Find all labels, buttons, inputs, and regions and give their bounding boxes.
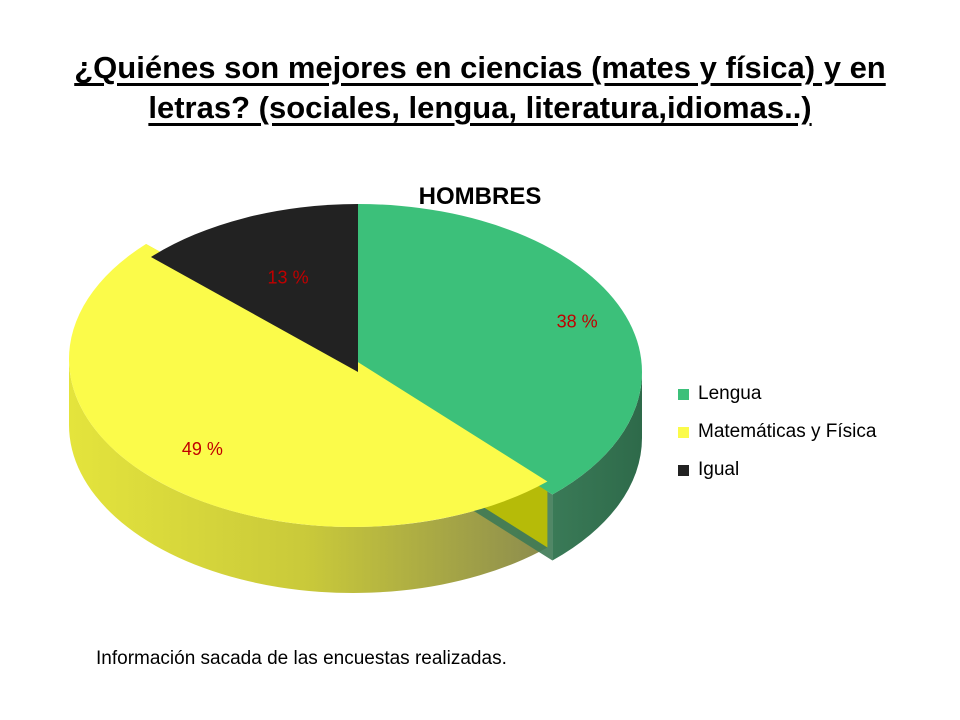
legend-item-matematicas: Matemáticas y Física [678, 420, 938, 444]
data-label-lengua: 38 % [557, 312, 598, 332]
chart-legend: Lengua Matemáticas y Física Igual [678, 382, 938, 496]
legend-swatch-matematicas [678, 426, 689, 438]
data-label-matematicas: 49 % [182, 439, 223, 459]
pie-side-matematicas [69, 359, 548, 593]
footnote: Información sacada de las encuestas real… [96, 648, 507, 669]
slide-title: ¿Quiénes son mejores en ciencias (mates … [74, 50, 886, 125]
data-label-igual: 13 % [268, 267, 309, 287]
legend-swatch-igual [678, 464, 689, 476]
pie-slice-matematicas [69, 243, 548, 527]
legend-label-matematicas: Matemáticas y Física [698, 421, 877, 442]
chart-title: HOMBRES [418, 183, 542, 210]
pie-slice-igual [150, 204, 358, 372]
pie-side-lengua [552, 372, 642, 561]
legend-item-igual: Igual [678, 458, 938, 482]
legend-item-lengua: Lengua [678, 382, 938, 406]
legend-label-igual: Igual [698, 459, 740, 480]
legend-label-lengua: Lengua [698, 383, 762, 404]
pie-slice-lengua [358, 204, 643, 495]
legend-swatch-lengua [678, 388, 689, 400]
